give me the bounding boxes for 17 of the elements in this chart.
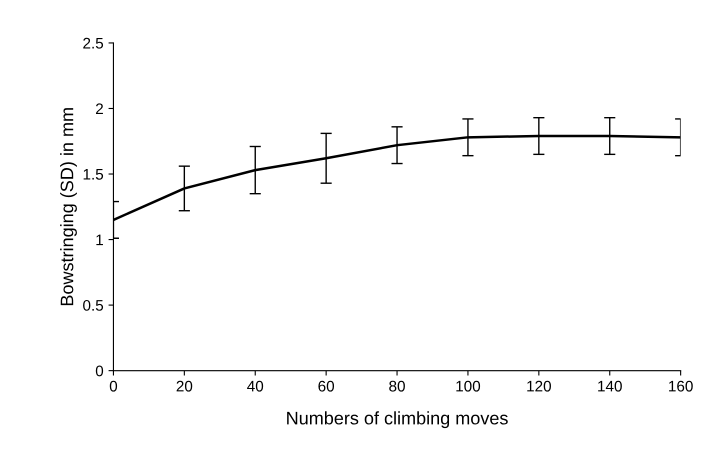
x-axis-title: Numbers of climbing moves bbox=[287, 411, 508, 428]
x-tick-label: 20 bbox=[176, 380, 192, 392]
y-tick-label: 2 bbox=[96, 103, 103, 114]
x-tick-label: 80 bbox=[389, 380, 405, 392]
x-tick-label: 120 bbox=[527, 380, 551, 392]
y-tick-label: 1 bbox=[96, 234, 103, 246]
y-tick-label: 2.5 bbox=[83, 38, 104, 49]
x-tick-label: 100 bbox=[456, 380, 480, 392]
y-tick-label: 0 bbox=[96, 366, 104, 376]
x-tick-label: 160 bbox=[669, 380, 693, 392]
x-tick-label: 40 bbox=[247, 380, 264, 392]
y-axis-title: Bowstringing (SD) in mm bbox=[60, 108, 77, 306]
y-tick-label: 1.5 bbox=[84, 169, 104, 180]
x-tick-label: 60 bbox=[318, 380, 334, 392]
x-tick-label: 0 bbox=[110, 380, 118, 392]
y-tick-label: 0.5 bbox=[83, 300, 104, 311]
x-tick-label: 140 bbox=[598, 380, 622, 392]
